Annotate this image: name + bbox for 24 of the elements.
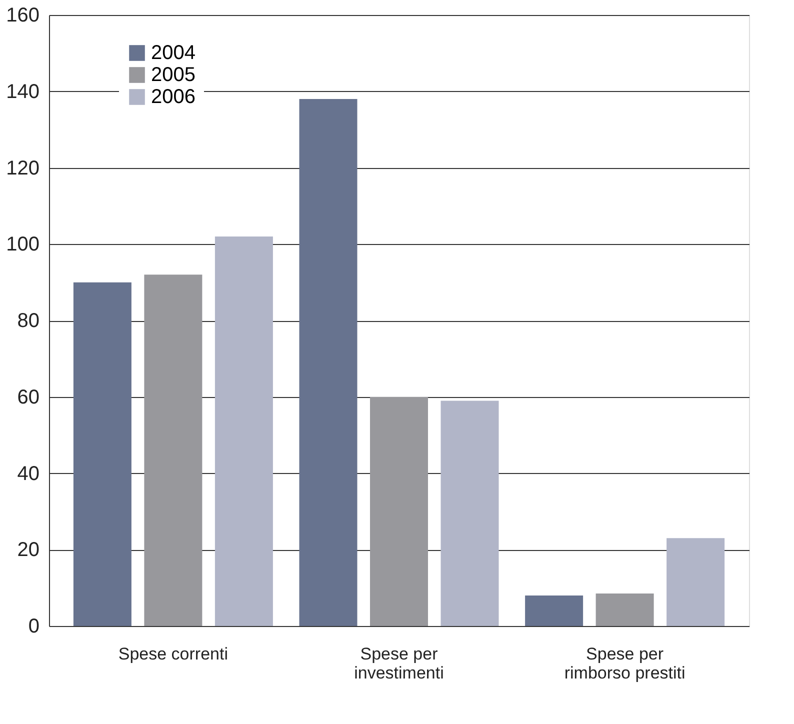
y-tick-label: 60 bbox=[17, 386, 40, 408]
bar bbox=[73, 282, 132, 626]
bar bbox=[525, 595, 584, 626]
legend-label: 2005 bbox=[151, 64, 196, 86]
bar bbox=[596, 594, 654, 626]
y-tick-label: 160 bbox=[6, 4, 40, 26]
bar bbox=[214, 236, 273, 626]
legend-label: 2004 bbox=[151, 42, 196, 64]
bar bbox=[370, 396, 428, 626]
legend-label: 2006 bbox=[151, 86, 196, 108]
y-tick-label: 20 bbox=[17, 539, 40, 562]
bar bbox=[144, 274, 202, 626]
bar bbox=[440, 400, 499, 626]
y-tick-label: 100 bbox=[6, 234, 40, 256]
y-tick-label: 80 bbox=[17, 310, 40, 332]
y-tick-label: 40 bbox=[17, 462, 40, 485]
x-tick-label: Spese per rimborso prestiti bbox=[564, 644, 686, 682]
bar bbox=[666, 538, 725, 626]
y-tick-label: 120 bbox=[6, 157, 40, 180]
y-tick-label: 140 bbox=[6, 80, 40, 103]
x-tick-label: Spese correnti bbox=[118, 644, 228, 664]
bar bbox=[299, 99, 358, 626]
y-tick-label: 0 bbox=[28, 616, 40, 638]
x-tick-label: Spese per investimenti bbox=[354, 644, 444, 682]
